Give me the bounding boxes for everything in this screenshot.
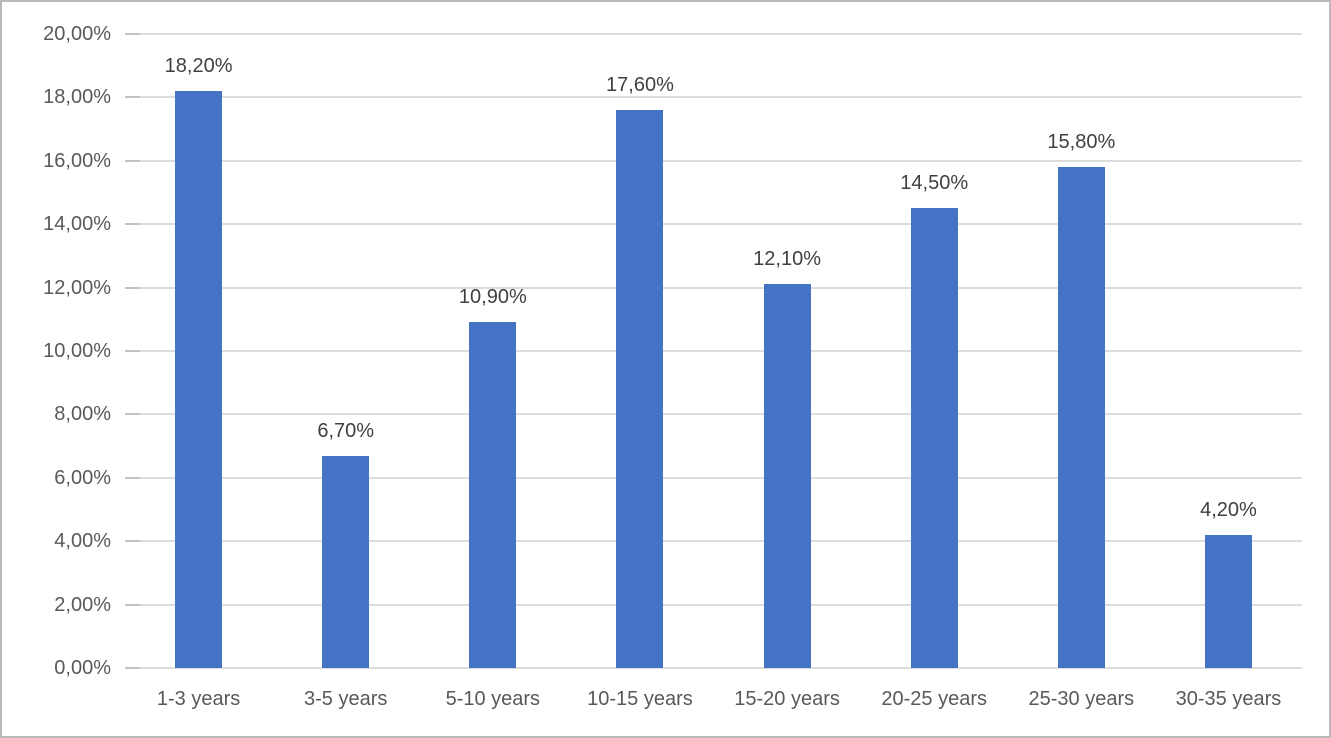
gridline (125, 350, 1302, 352)
y-tick-label: 12,00% (43, 276, 111, 299)
y-axis-tick (125, 603, 140, 606)
bar-value-label: 12,10% (753, 248, 821, 270)
y-axis-tick (125, 476, 140, 479)
y-tick-label: 14,00% (43, 213, 111, 236)
y-axis-tick (125, 96, 140, 99)
y-tick-label: 8,00% (54, 403, 111, 426)
bar-3-5 years (322, 456, 369, 668)
gridline (125, 159, 1302, 162)
y-axis-tick (125, 223, 140, 226)
y-tick-label: 4,00% (54, 530, 111, 553)
gridline (125, 33, 1302, 35)
y-tick-label: 10,00% (43, 340, 111, 362)
bar-value-label: 17,60% (606, 74, 674, 96)
y-tick-label: 18,00% (43, 86, 111, 109)
gridline (125, 96, 1302, 99)
x-tick-label: 3-5 years (304, 688, 388, 710)
gridline (125, 223, 1302, 226)
gridline (125, 603, 1302, 606)
bar-20-25 years (911, 208, 958, 668)
y-axis-tick (125, 286, 140, 289)
x-tick-label: 1-3 years (156, 688, 241, 710)
bar-15-20 years (764, 284, 811, 668)
y-axis-tick (125, 667, 140, 669)
gridline (125, 413, 1302, 416)
bar-5-10 years (469, 322, 516, 668)
x-tick-label: 20-25 years (881, 688, 987, 710)
gridline (125, 286, 1302, 289)
y-axis-tick (125, 413, 140, 416)
bar-1-3 years (175, 91, 222, 668)
y-tick-label: 20,00% (43, 23, 111, 45)
bar-value-label: 15,80% (1047, 131, 1116, 153)
gridline (125, 540, 1302, 543)
x-tick-label: 10-15 years (587, 688, 693, 710)
y-axis-tick (125, 540, 140, 543)
x-tick-label: 30-35 years (1175, 688, 1282, 710)
x-tick-label: 5-10 years (445, 688, 541, 710)
gridline (125, 667, 1302, 669)
x-tick-label: 25-30 years (1028, 688, 1135, 710)
bar-value-label: 6,70% (317, 420, 375, 442)
y-tick-label: 2,00% (54, 593, 111, 616)
bar-30-35 years (1205, 535, 1252, 668)
bar-value-label: 18,20% (164, 55, 233, 77)
bar-value-label: 10,90% (458, 286, 527, 308)
y-axis-tick (125, 33, 140, 35)
y-tick-label: 0,00% (54, 657, 111, 679)
bar-10-15 years (616, 110, 663, 668)
y-tick-label: 6,00% (54, 466, 111, 489)
gridline (125, 476, 1302, 479)
bar-25-30 years (1058, 167, 1105, 668)
bar-value-label: 4,20% (1200, 499, 1257, 521)
y-axis-tick (125, 350, 140, 352)
x-tick-label: 15-20 years (734, 688, 840, 710)
y-tick-label: 16,00% (43, 149, 111, 172)
y-axis-tick (125, 159, 140, 162)
bar-value-label: 14,50% (900, 172, 969, 194)
